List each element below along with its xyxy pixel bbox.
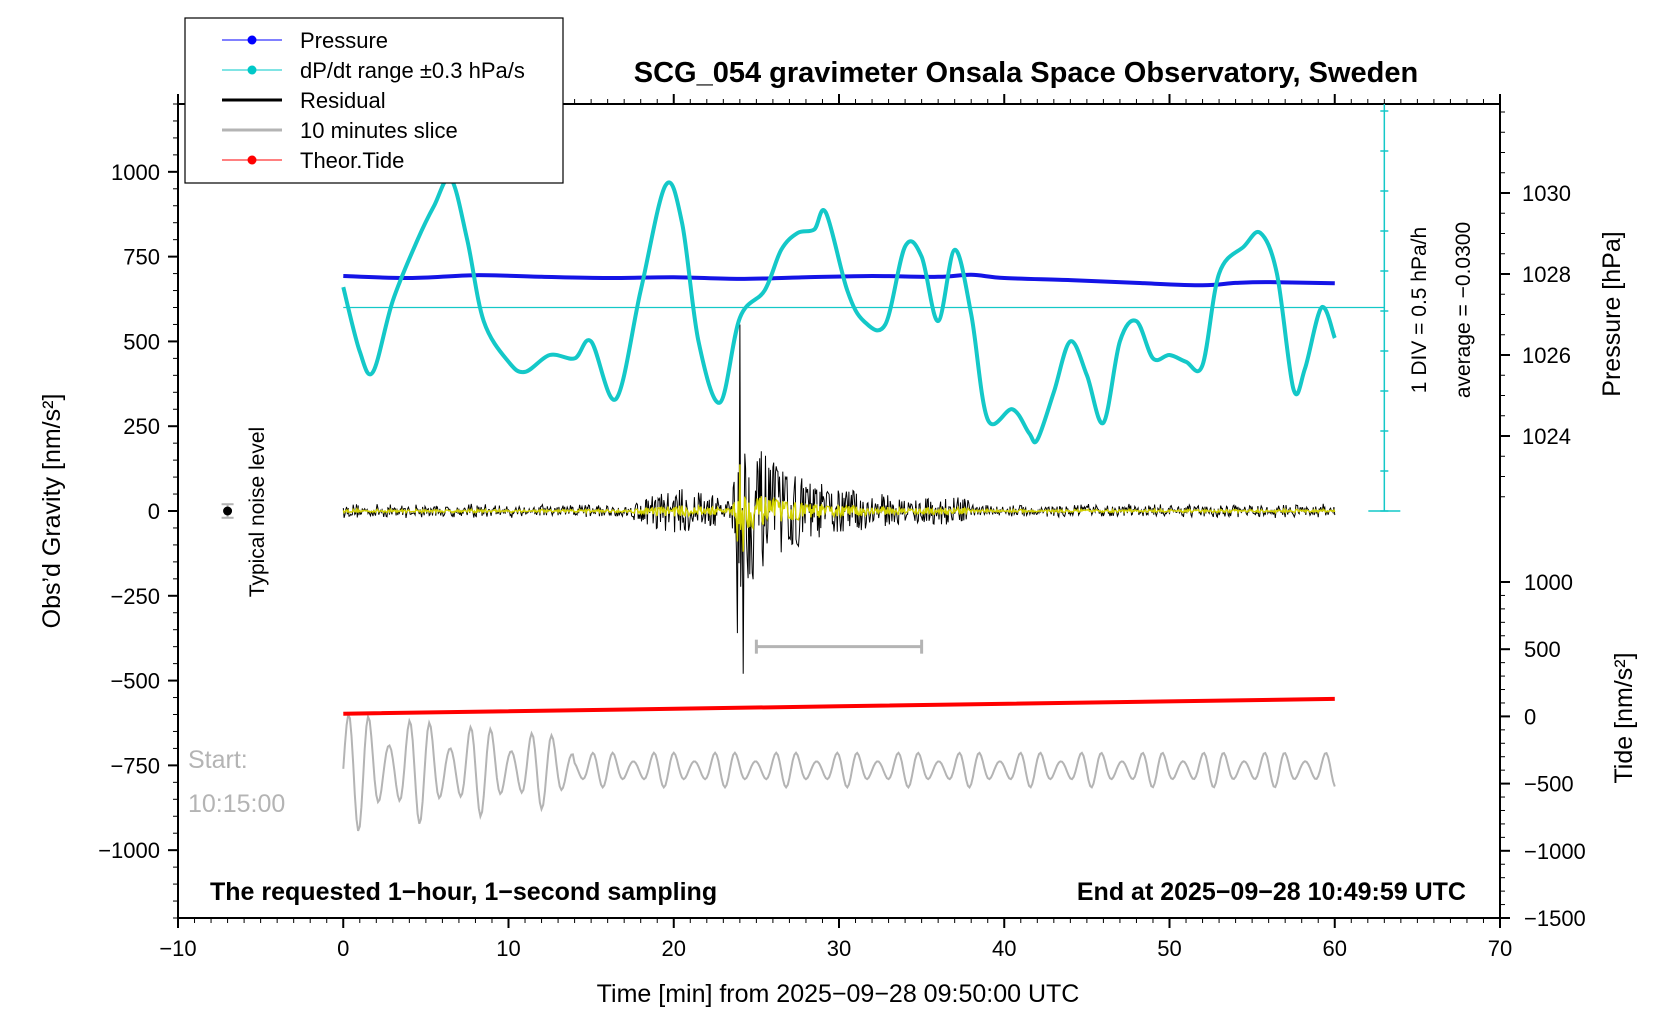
tide-tick-label: −1500 [1524,906,1586,931]
legend-dot [247,35,257,45]
tide-tick-label: 1000 [1524,570,1573,595]
scale-bar-label: 1 DIV = 0.5 hPa/h [1408,227,1431,393]
noise-level-dot [223,506,233,516]
x-tick-label: 50 [1157,936,1181,961]
average-label: average = −0.0300 [1452,222,1475,398]
dp-dt-series [341,175,1337,445]
pressure-tick-label: 1030 [1522,181,1571,206]
chart-title: SCG_054 gravimeter Onsala Space Observat… [634,57,1418,89]
filtered-series [342,464,1336,552]
series-layer [221,104,1401,832]
x-tick-label: 70 [1488,936,1512,961]
x-tick-label: 0 [337,936,349,961]
x-tick-label: −10 [159,936,196,961]
y-tick-label: −750 [110,753,160,778]
end-time-note: End at 2025−09−28 10:49:59 UTC [1077,878,1466,906]
x-tick-label: 10 [496,936,520,961]
start-label: Start: [188,746,248,774]
y-tick-label: 0 [148,499,160,524]
pressure-tick-label: 1026 [1522,343,1571,368]
y-tick-label: 500 [123,329,160,354]
x-tick-label: 40 [992,936,1016,961]
sampling-note: The requested 1−hour, 1−second sampling [210,878,717,906]
y-tick-label: −500 [110,669,160,694]
pressure-tick-label: 1028 [1522,262,1571,287]
x-tick-label: 60 [1323,936,1347,961]
legend: Pressure dP/dt range ±0.3 hPa/s Residual 10… [184,17,564,184]
x-axis-title: Time [min] from 2025−09−28 09:50:00 UTC [597,980,1080,1008]
y-tick-label: 1000 [111,160,160,185]
axis-ticks: −10 0 10 20 30 40 50 60 70 −1000 −750 −500 −250 0 250 5… [98,94,1586,961]
tide-tick-label: −500 [1524,772,1574,797]
y-axis-title-left: Obs’d Gravity [nm/s²] [38,394,66,629]
y-axis-title-pressure: Pressure [hPa] [1598,231,1626,396]
pressure-tick-label: 1024 [1522,424,1571,449]
legend-label: Pressure [300,28,388,53]
tide-tick-label: −1000 [1524,839,1586,864]
y-tick-label: 250 [123,414,160,439]
10-minutes-slice-series [342,711,1336,832]
y-tick-label: −250 [110,584,160,609]
start-time: 10:15:00 [188,790,285,818]
residual-series [342,324,1336,674]
pressure-series [343,272,1335,288]
y-tick-label: 750 [123,245,160,270]
tide-tick-label: 500 [1524,637,1561,662]
legend-label: Theor.Tide [300,148,404,173]
theor-tide-series [343,696,1335,716]
legend-dot [247,65,257,75]
x-tick-label: 20 [662,936,686,961]
noise-level-label: Typical noise level [246,427,269,597]
y-tick-label: −1000 [98,838,160,863]
legend-label: 10 minutes slice [300,118,458,143]
legend-label: dP/dt range ±0.3 hPa/s [300,58,525,83]
legend-label: Residual [300,88,386,113]
legend-dot [247,155,257,165]
tide-tick-label: 0 [1524,704,1536,729]
y-axis-title-tide: Tide [nm/s²] [1610,652,1638,783]
x-tick-label: 30 [827,936,851,961]
